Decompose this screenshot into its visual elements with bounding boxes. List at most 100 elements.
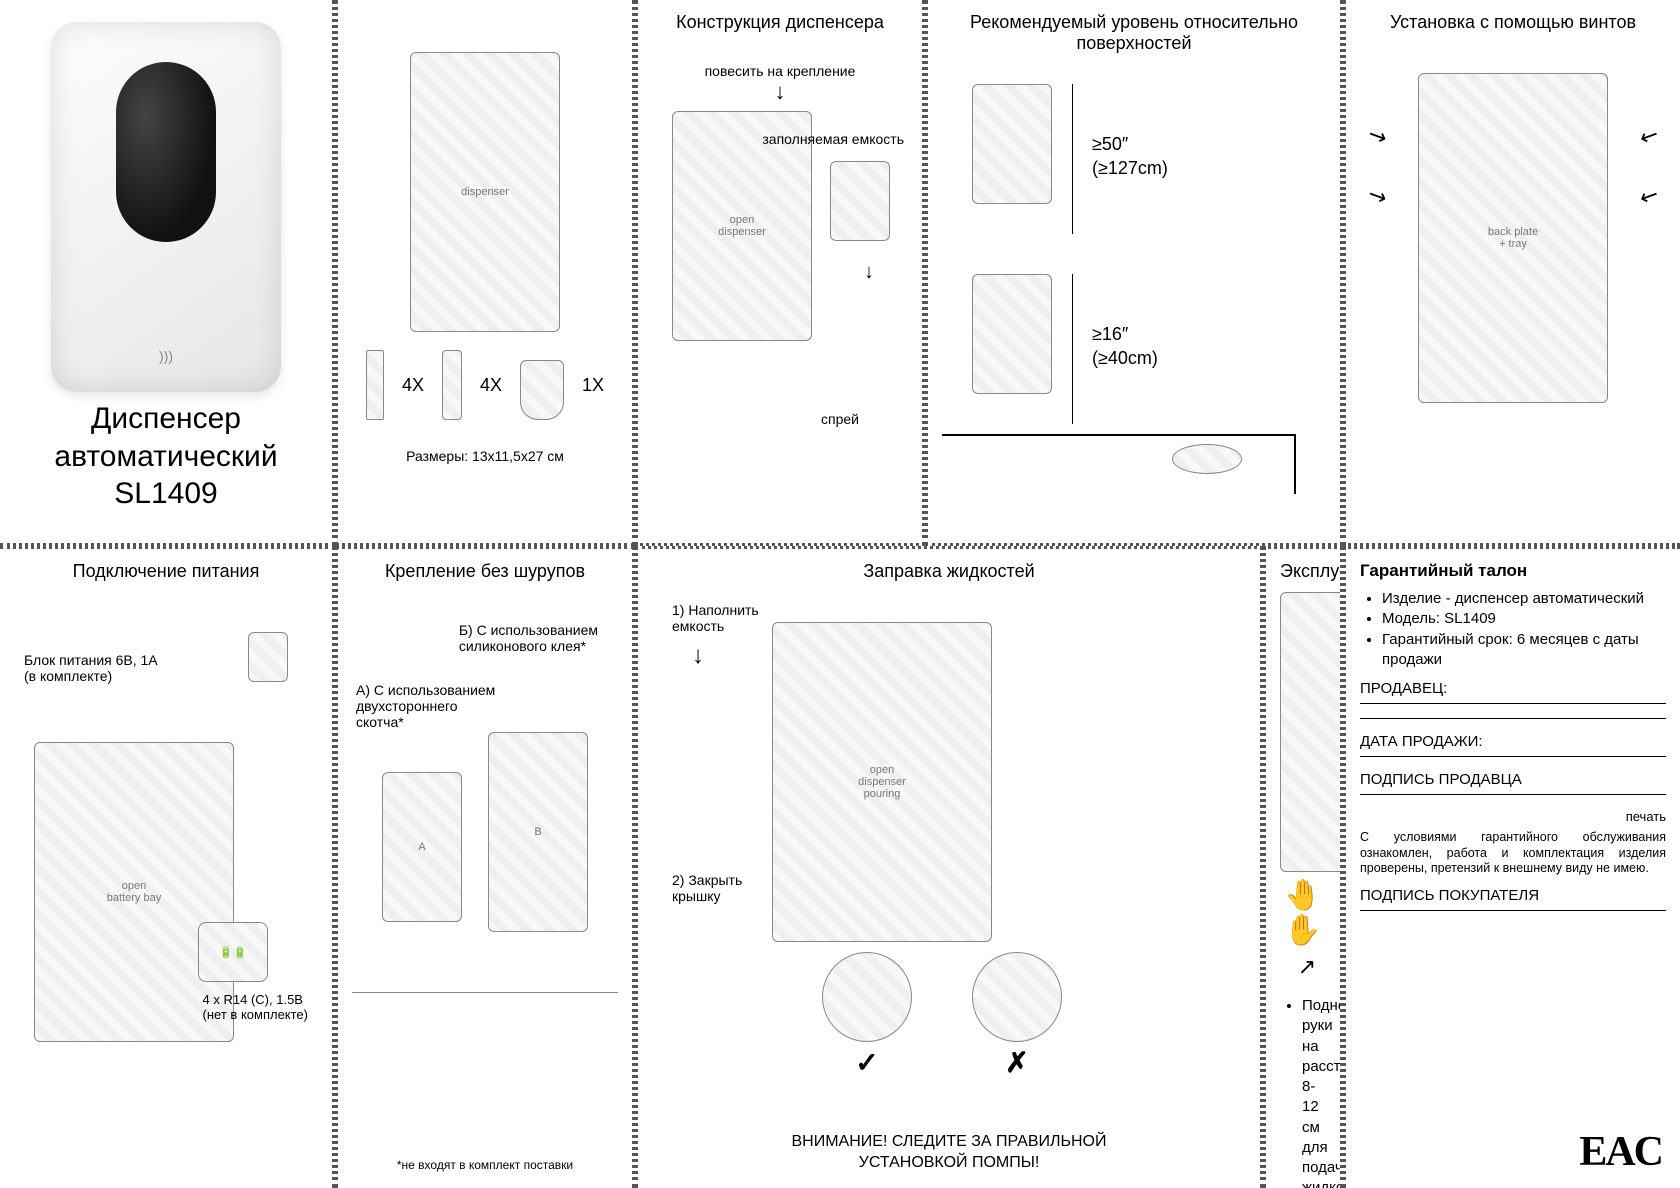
panel-operation: Эксплуатация front 🤚 ✋ ↗ Поднесите руки …	[1263, 546, 1343, 1188]
bracket-icon	[520, 360, 564, 420]
dispenser-back-icon: back plate+ tray	[1418, 73, 1608, 403]
operation-list: Поднесите руки на расстояние 8-12 см для…	[1280, 996, 1326, 1188]
refill-title: Заправка жидкостей	[652, 561, 1246, 582]
screw-item	[366, 350, 384, 420]
seller-line[interactable]	[1360, 703, 1666, 704]
title-line2: автоматический	[54, 440, 277, 473]
wall-socket-icon	[248, 632, 288, 682]
buyer-sign-line[interactable]	[1360, 910, 1666, 911]
panel-mount-height: Рекомендуемый уровень относительно повер…	[925, 0, 1343, 546]
bottom-cm: (≥40cm)	[1092, 348, 1158, 369]
panel-refill: Заправка жидкостей 1) Наполнить емкость …	[635, 546, 1263, 1188]
date-line[interactable]	[1360, 756, 1666, 757]
panel-noscrew: Крепление без шурупов Б) С использование…	[335, 546, 635, 1188]
panel-warranty: Гарантийный талон Изделие - диспенсер ав…	[1343, 546, 1680, 1188]
anchor-qty: 4X	[480, 375, 502, 396]
adapter-l1: Блок питания 6В, 1А	[24, 652, 158, 668]
pump-bad: ✗	[972, 952, 1062, 1079]
seller-line2[interactable]	[1360, 718, 1666, 719]
step1-l2: емкость	[672, 618, 724, 634]
instruction-sheet: ))) Диспенсер автоматический SL1409 disp…	[0, 0, 1680, 1188]
sink-icon	[1172, 444, 1242, 474]
seller-sign-line[interactable]	[1360, 794, 1666, 795]
warranty-disclaimer: С условиями гарантийного обслуживания оз…	[1360, 830, 1666, 877]
w-b1: Изделие - диспенсер автоматический	[1382, 589, 1666, 609]
hardware-row: 4X 4X 1X	[352, 350, 618, 420]
step2-l1: 2) Закрыть	[672, 872, 742, 888]
step1-l1: 1) Наполнить	[672, 602, 759, 618]
tape-mount-icon: A	[382, 772, 462, 922]
up-arrow-icon: ↗	[1298, 954, 1316, 979]
pump-ok: ✓	[822, 952, 912, 1079]
bracket-qty: 1X	[582, 375, 604, 396]
stamp-label: печать	[1360, 809, 1666, 824]
buyer-sign-label: ПОДПИСЬ ПОКУПАТЕЛЯ	[1360, 887, 1666, 904]
warn-l2: УСТАНОВКОЙ ПОМПЫ!	[859, 1154, 1040, 1171]
op-b1: Поднесите руки на расстояние 8-12 см для…	[1302, 996, 1326, 1188]
refill-warning: ВНИМАНИЕ! СЛЕДИТЕ ЗА ПРАВИЛЬНОЙ УСТАНОВК…	[638, 1132, 1260, 1174]
seller-label: ПРОДАВЕЦ:	[1360, 680, 1666, 697]
container-label: заполняемая емкость	[762, 131, 904, 147]
operation-title: Эксплуатация	[1280, 561, 1326, 582]
step1-arrow-icon: ↓	[692, 642, 704, 670]
w-b3: Гарантийный срок: 6 месяцев с даты прода…	[1382, 630, 1666, 671]
battery-l1: 4 x R14 (C), 1.5B	[203, 992, 303, 1007]
battery-label: 4 x R14 (C), 1.5B (нет в комплекте)	[203, 992, 308, 1022]
mount-height-title: Рекомендуемый уровень относительно повер…	[942, 12, 1326, 54]
anchor-icon	[442, 350, 462, 420]
dispenser-outline-icon: dispenser	[410, 52, 560, 332]
screw-install-title: Установка с помощью винтов	[1360, 12, 1666, 33]
title-line1: Диспенсер	[91, 402, 241, 435]
adapter-label: Блок питания 6В, 1А (в комплекте)	[24, 652, 158, 684]
hand-left-icon: 🤚	[1284, 879, 1321, 912]
dispenser-front-icon: front	[1280, 592, 1343, 872]
down-arrow-icon: ↓	[652, 79, 908, 105]
adapter-l2: (в комплекте)	[24, 668, 112, 684]
hands-row: 🤚 ✋ ↗	[1280, 878, 1326, 982]
eac-mark-icon: EAC	[1579, 1128, 1662, 1176]
optB-l2: силиконового клея*	[459, 638, 586, 654]
panel-product: ))) Диспенсер автоматический SL1409	[0, 0, 335, 546]
hand-right-icon: ✋	[1284, 914, 1321, 947]
bottom-inches: ≥16″	[1092, 324, 1128, 345]
product-photo: )))	[51, 22, 281, 392]
glue-mount-icon: B	[488, 732, 588, 932]
product-title: Диспенсер автоматический SL1409	[14, 400, 318, 513]
optB-label: Б) С использованием силиконового клея*	[459, 622, 598, 654]
bad-mark: ✗	[972, 1046, 1062, 1079]
hang-label: повесить на крепление	[652, 63, 908, 79]
optA-l2: двухстороннего	[356, 698, 458, 714]
optA-l3: скотча*	[356, 714, 404, 730]
screw-qty: 4X	[402, 375, 424, 396]
optA-l1: А) С использованием	[356, 682, 495, 698]
seller-sign-label: ПОДПИСЬ ПРОДАВЦА	[1360, 771, 1666, 788]
dimensions-label: Размеры: 13x11,5x27 см	[352, 448, 618, 464]
screw-icon	[366, 350, 384, 420]
step2-label: 2) Закрыть крышку	[672, 872, 742, 904]
optA-label: А) С использованием двухстороннего скотч…	[356, 682, 495, 730]
warranty-list: Изделие - диспенсер автоматический Модел…	[1360, 589, 1666, 670]
panel-construction: Конструкция диспенсера повесить на крепл…	[635, 0, 925, 546]
spray-label: спрей	[772, 411, 908, 427]
panel-screw-install: Установка с помощью винтов back plate+ t…	[1343, 0, 1680, 546]
screw2-arrow-icon: ↙	[1635, 120, 1663, 151]
construction-title: Конструкция диспенсера	[652, 12, 908, 33]
power-title: Подключение питания	[14, 561, 318, 582]
panel-power: Подключение питания Блок питания 6В, 1А …	[0, 546, 335, 1188]
optB-l1: Б) С использованием	[459, 622, 598, 638]
panel-contents: dispenser 4X 4X 1X Размеры: 13x11,5x27 с…	[335, 0, 635, 546]
pump-wrong-icon	[972, 952, 1062, 1042]
batteries-icon: 🔋🔋	[198, 922, 268, 982]
w-b2: Модель: SL1409	[1382, 609, 1666, 629]
screw4-arrow-icon: ↙	[1635, 180, 1663, 211]
pump-check-row: ✓ ✗	[822, 952, 1062, 1079]
pump-correct-icon	[822, 952, 912, 1042]
step2-l2: крышку	[672, 888, 721, 904]
top-inches: ≥50″	[1092, 134, 1128, 155]
sensor-window	[116, 62, 216, 242]
high-dispenser-icon	[972, 84, 1052, 204]
noscrew-title: Крепление без шурупов	[352, 561, 618, 582]
title-model: SL1409	[114, 477, 217, 510]
date-label: ДАТА ПРОДАЖИ:	[1360, 733, 1666, 750]
screw3-arrow-icon: ↘	[1363, 180, 1391, 211]
